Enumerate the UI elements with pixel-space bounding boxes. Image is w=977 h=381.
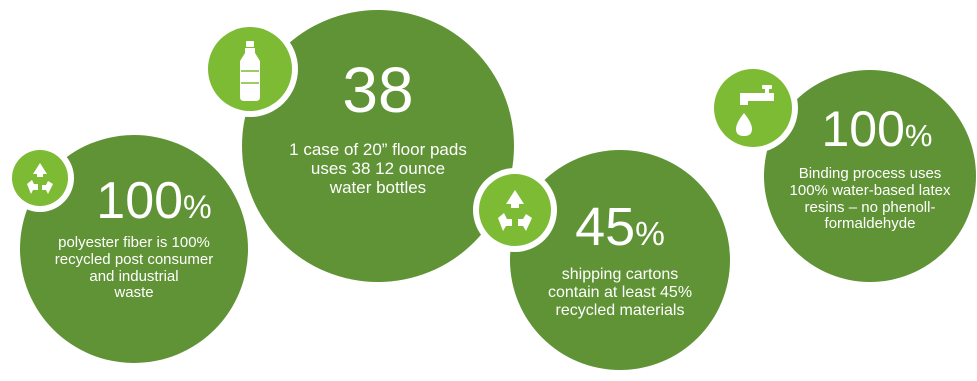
stat-value: 38 xyxy=(342,54,414,126)
recycle-icon xyxy=(473,168,557,252)
stat-description: Binding process uses 100% water-based la… xyxy=(789,165,951,233)
stat-description: shipping cartons contain at least 45% re… xyxy=(547,266,693,319)
stat-value: 100% xyxy=(96,172,212,230)
stat-value: 100% xyxy=(821,101,933,157)
recycle-icon xyxy=(6,144,74,212)
stat-description: 1 case of 20” floor pads uses 38 12 ounc… xyxy=(289,140,467,198)
stat-circle-binding: 100% Binding process uses 100% water-bas… xyxy=(764,70,976,282)
stat-circle-polyester: 100% polyester fiber is 100% recycled po… xyxy=(20,135,248,363)
faucet-drop-icon xyxy=(708,63,798,153)
stat-description: polyester fiber is 100% recycled post co… xyxy=(54,234,214,302)
stat-circle-bottles: 38 1 case of 20” floor pads uses 38 12 o… xyxy=(242,10,514,282)
stat-value: 45% xyxy=(575,197,665,257)
water-bottle-icon xyxy=(202,21,298,117)
